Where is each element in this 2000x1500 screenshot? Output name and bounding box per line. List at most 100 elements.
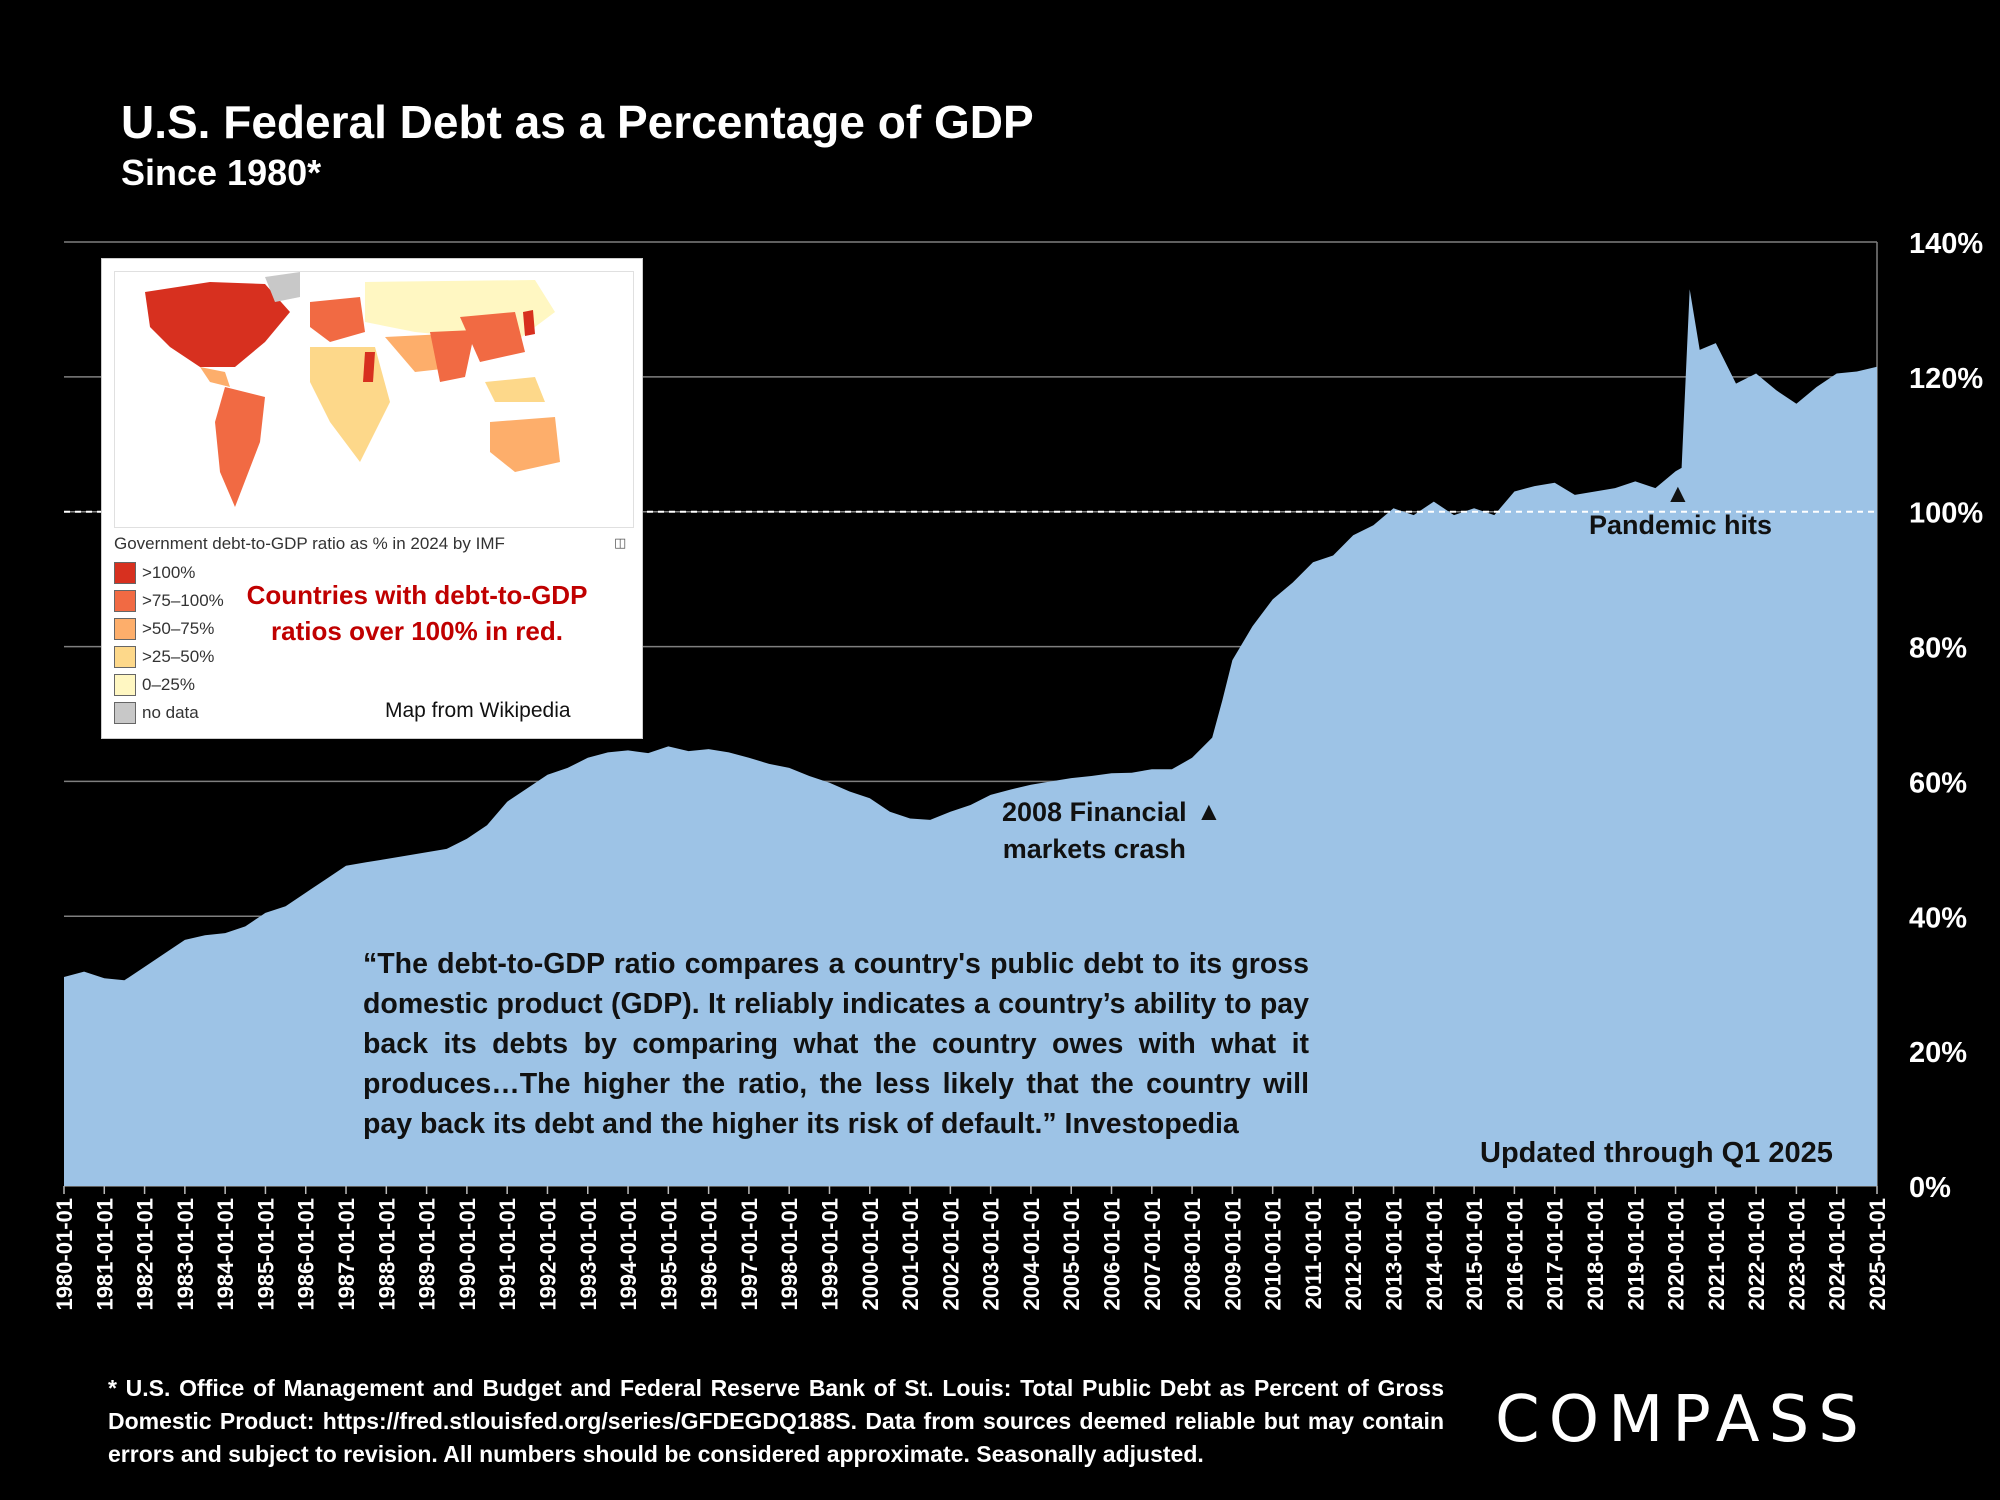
legend-swatch bbox=[114, 562, 136, 584]
x-tick-label: 2003-01-01 bbox=[979, 1198, 1004, 1311]
x-tick-label: 2025-01-01 bbox=[1865, 1198, 1890, 1311]
legend-item: 0–25% bbox=[114, 671, 224, 699]
map-india bbox=[430, 330, 475, 382]
x-tick-label: 2005-01-01 bbox=[1059, 1198, 1084, 1311]
y-tick-label: 80% bbox=[1909, 633, 1967, 665]
triangle-up-icon: ▲ bbox=[1196, 796, 1222, 826]
x-tick-label: 1995-01-01 bbox=[656, 1198, 681, 1311]
legend-label: >25–50% bbox=[142, 647, 215, 666]
x-tick-label: 2012-01-01 bbox=[1341, 1198, 1366, 1311]
chart-title: U.S. Federal Debt as a Percentage of GDP bbox=[121, 96, 1034, 148]
map-africa bbox=[310, 347, 390, 462]
legend-label: >50–75% bbox=[142, 619, 215, 638]
y-tick-label: 60% bbox=[1909, 767, 1967, 799]
x-tick-label: 1991-01-01 bbox=[495, 1198, 520, 1311]
x-tick-label: 1980-01-01 bbox=[52, 1198, 77, 1311]
expand-icon[interactable]: ◫ bbox=[614, 535, 627, 550]
x-tick-label: 1988-01-01 bbox=[374, 1198, 399, 1311]
map-north-america bbox=[145, 282, 290, 367]
y-tick-label: 140% bbox=[1909, 228, 1983, 260]
x-tick-label: 2021-01-01 bbox=[1704, 1198, 1729, 1311]
x-tick-label: 1989-01-01 bbox=[415, 1198, 440, 1311]
x-tick-label: 1998-01-01 bbox=[777, 1198, 802, 1311]
x-tick-label: 2001-01-01 bbox=[898, 1198, 923, 1311]
legend-item: >100% bbox=[114, 559, 224, 587]
x-tick-label: 1990-01-01 bbox=[455, 1198, 480, 1311]
x-tick-label: 2000-01-01 bbox=[858, 1198, 883, 1311]
x-tick-label: 2009-01-01 bbox=[1220, 1198, 1245, 1311]
legend-swatch bbox=[114, 702, 136, 724]
x-tick-label: 2023-01-01 bbox=[1784, 1198, 1809, 1311]
x-tick-label: 2008-01-01 bbox=[1180, 1198, 1205, 1311]
map-australia bbox=[490, 417, 560, 472]
x-tick-label: 2014-01-01 bbox=[1422, 1198, 1447, 1311]
annotation-pandemic: Pandemic hits bbox=[1589, 510, 1773, 540]
legend-item: >50–75% bbox=[114, 615, 224, 643]
legend-label: >100% bbox=[142, 563, 196, 582]
legend-swatch bbox=[114, 646, 136, 668]
world-map-inset: Government debt-to-GDP ratio as % in 202… bbox=[101, 258, 643, 739]
x-tick-label: 2018-01-01 bbox=[1583, 1198, 1608, 1311]
x-tick-label: 1985-01-01 bbox=[253, 1198, 278, 1311]
chart-subtitle: Since 1980* bbox=[121, 152, 322, 193]
x-tick-label: 2011-01-01 bbox=[1301, 1198, 1326, 1309]
x-tick-label: 2010-01-01 bbox=[1261, 1198, 1286, 1311]
world-map bbox=[114, 271, 634, 528]
map-credit: Map from Wikipedia bbox=[385, 699, 571, 722]
legend-label: >75–100% bbox=[142, 591, 224, 610]
x-tick-label: 2022-01-01 bbox=[1744, 1198, 1769, 1311]
y-tick-label: 120% bbox=[1909, 363, 1983, 395]
x-tick-label: 2019-01-01 bbox=[1623, 1198, 1648, 1311]
x-tick-label: 1984-01-01 bbox=[213, 1198, 238, 1311]
legend-label: 0–25% bbox=[142, 675, 195, 694]
legend-item: >25–50% bbox=[114, 643, 224, 671]
x-tick-label: 2006-01-01 bbox=[1100, 1198, 1125, 1311]
x-tick-label: 1992-01-01 bbox=[535, 1198, 560, 1311]
map-southeast-asia bbox=[485, 377, 545, 402]
legend-item: no data bbox=[114, 699, 224, 727]
x-tick-label: 1996-01-01 bbox=[697, 1198, 722, 1311]
x-tick-label: 1987-01-01 bbox=[334, 1198, 359, 1311]
x-tick-label: 2016-01-01 bbox=[1502, 1198, 1527, 1311]
x-tick-label: 1986-01-01 bbox=[294, 1198, 319, 1311]
legend-label: no data bbox=[142, 703, 199, 722]
investopedia-quote: “The debt-to-GDP ratio compares a countr… bbox=[363, 948, 1309, 1140]
x-tick-label: 2004-01-01 bbox=[1019, 1198, 1044, 1311]
legend-item: >75–100% bbox=[114, 587, 224, 615]
x-tick-label: 1997-01-01 bbox=[737, 1198, 762, 1311]
debt-area bbox=[64, 289, 1877, 1186]
legend-swatch bbox=[114, 674, 136, 696]
legend-swatch bbox=[114, 590, 136, 612]
map-japan bbox=[523, 310, 535, 336]
map-greenland bbox=[265, 272, 300, 302]
x-tick-label: 2020-01-01 bbox=[1664, 1198, 1689, 1311]
annotation-2008-line2: markets crash bbox=[1002, 834, 1186, 864]
updated-note: Updated through Q1 2025 bbox=[1480, 1137, 1833, 1169]
compass-logo: COMPASS bbox=[1495, 1383, 1868, 1457]
annotation-2008-crash: 2008 Financial markets crash bbox=[1002, 794, 1187, 868]
x-tick-label: 1994-01-01 bbox=[616, 1198, 641, 1311]
y-tick-label: 20% bbox=[1909, 1037, 1967, 1069]
map-europe bbox=[310, 297, 365, 342]
y-tick-label: 100% bbox=[1909, 498, 1983, 530]
x-tick-label: 1981-01-01 bbox=[92, 1198, 117, 1311]
x-tick-label: 1982-01-01 bbox=[133, 1198, 158, 1311]
source-footnote: * U.S. Office of Management and Budget a… bbox=[108, 1375, 1444, 1467]
map-legend: >100% >75–100% >50–75% >25–50% 0–25% no … bbox=[114, 559, 224, 727]
x-tick-label: 2013-01-01 bbox=[1382, 1198, 1407, 1311]
x-tick-label: 1993-01-01 bbox=[576, 1198, 601, 1311]
x-tick-label: 2017-01-01 bbox=[1543, 1198, 1568, 1311]
x-tick-label: 2024-01-01 bbox=[1825, 1198, 1850, 1311]
annotation-2008-line1: 2008 Financial bbox=[1002, 797, 1187, 827]
map-south-america bbox=[215, 387, 265, 507]
x-tick-label: 1983-01-01 bbox=[173, 1198, 198, 1311]
y-tick-label: 40% bbox=[1909, 902, 1967, 934]
map-sudan bbox=[363, 352, 375, 382]
legend-swatch bbox=[114, 618, 136, 640]
x-tick-label: 2002-01-01 bbox=[938, 1198, 963, 1311]
map-central-america bbox=[200, 367, 230, 387]
x-tick-label: 2015-01-01 bbox=[1462, 1198, 1487, 1311]
map-note: Countries with debt-to-GDP ratios over 1… bbox=[246, 580, 588, 646]
map-caption: Government debt-to-GDP ratio as % in 202… bbox=[114, 534, 505, 553]
